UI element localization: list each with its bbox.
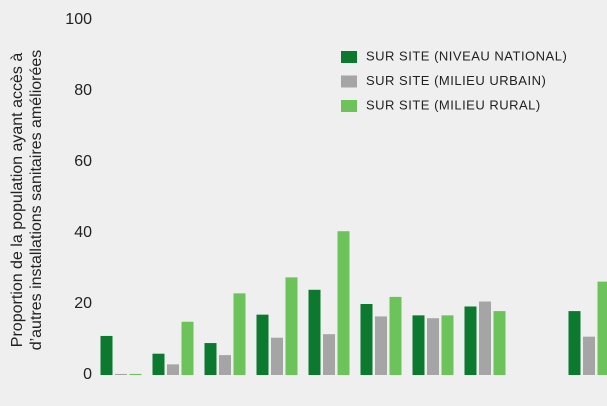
bar: [256, 314, 269, 375]
bar: [308, 289, 321, 375]
bar: [271, 337, 283, 375]
y-tick-label: 0: [83, 366, 92, 383]
legend-label: SUR SITE (MILIEU RURAL): [366, 97, 541, 112]
bar: [375, 316, 387, 375]
bar: [167, 364, 179, 375]
y-axis-label: d’autres installations sanitaires amélio…: [28, 50, 45, 351]
y-tick-label: 20: [74, 295, 92, 312]
bar: [583, 336, 595, 375]
legend-swatch: [341, 75, 357, 88]
legend-label: SUR SITE (MILIEU URBAIN): [366, 73, 546, 88]
bar: [152, 353, 165, 375]
bar: [323, 334, 335, 375]
bar: [129, 373, 142, 375]
bar: [337, 231, 350, 375]
bar: [464, 306, 477, 375]
bar: [100, 335, 113, 375]
y-tick-label: 40: [74, 224, 92, 241]
bar: [115, 373, 127, 375]
bar: [233, 293, 246, 375]
y-tick-label: 60: [74, 153, 92, 170]
bar: [389, 296, 402, 375]
bar: [285, 277, 298, 375]
legend-swatch: [341, 100, 357, 112]
y-tick-label: 100: [65, 11, 92, 28]
bar: [568, 311, 581, 375]
bar: [360, 304, 373, 375]
bar: [219, 355, 231, 375]
bar: [427, 318, 439, 375]
bar: [181, 321, 194, 375]
legend-swatch: [341, 51, 357, 63]
bar: [479, 301, 491, 375]
bar: [441, 315, 454, 375]
legend-label: SUR SITE (NIVEAU NATIONAL): [366, 48, 567, 63]
bar: [597, 281, 607, 375]
bar: [493, 311, 506, 375]
y-tick-label: 80: [74, 82, 92, 99]
bar: [412, 315, 425, 375]
bar: [204, 343, 217, 375]
y-axis-label: Proportion de la population ayant accès …: [9, 53, 26, 348]
